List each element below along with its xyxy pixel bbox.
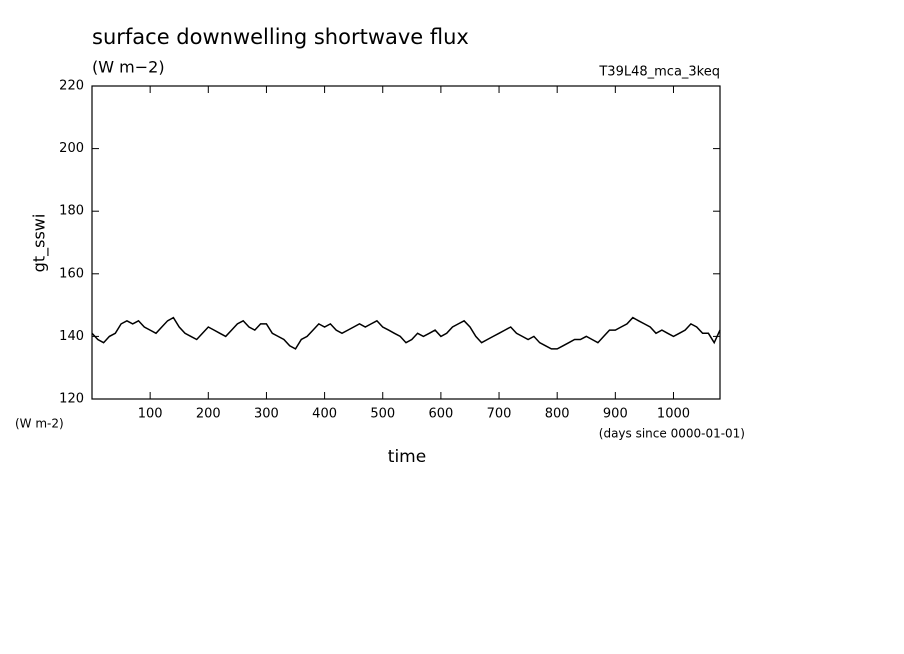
x-tick-label: 200 [196,407,221,422]
annotation: T39L48_mca_3keq [598,65,720,80]
chart-title: surface downwelling shortwave flux [92,25,469,49]
x-tick-label: 500 [370,407,395,422]
y-axis-label: gt_sswi [30,214,50,273]
y-tick-label: 160 [59,266,84,281]
y-tick-label: 120 [59,392,84,407]
y-tick-label: 140 [59,329,84,344]
x-tick-label: 800 [545,407,570,422]
y-tick-label: 200 [59,141,84,156]
x-tick-label: 700 [487,407,512,422]
y-unit: (W m-2) [15,417,64,431]
x-axis-label: time [388,447,426,467]
x-tick-label: 300 [254,407,279,422]
x-tick-label: 1000 [657,407,690,422]
plot-frame [91,85,721,400]
y-tick-label: 220 [59,79,84,94]
x-tick-label: 400 [312,407,337,422]
x-unit: (days since 0000-01-01) [599,427,745,441]
y-tick-label: 180 [59,204,84,219]
x-tick-label: 600 [428,407,453,422]
x-tick-label: 100 [138,407,163,422]
x-tick-label: 900 [603,407,628,422]
chart-subtitle: (W m−2) [92,58,165,77]
data-line [91,316,721,350]
